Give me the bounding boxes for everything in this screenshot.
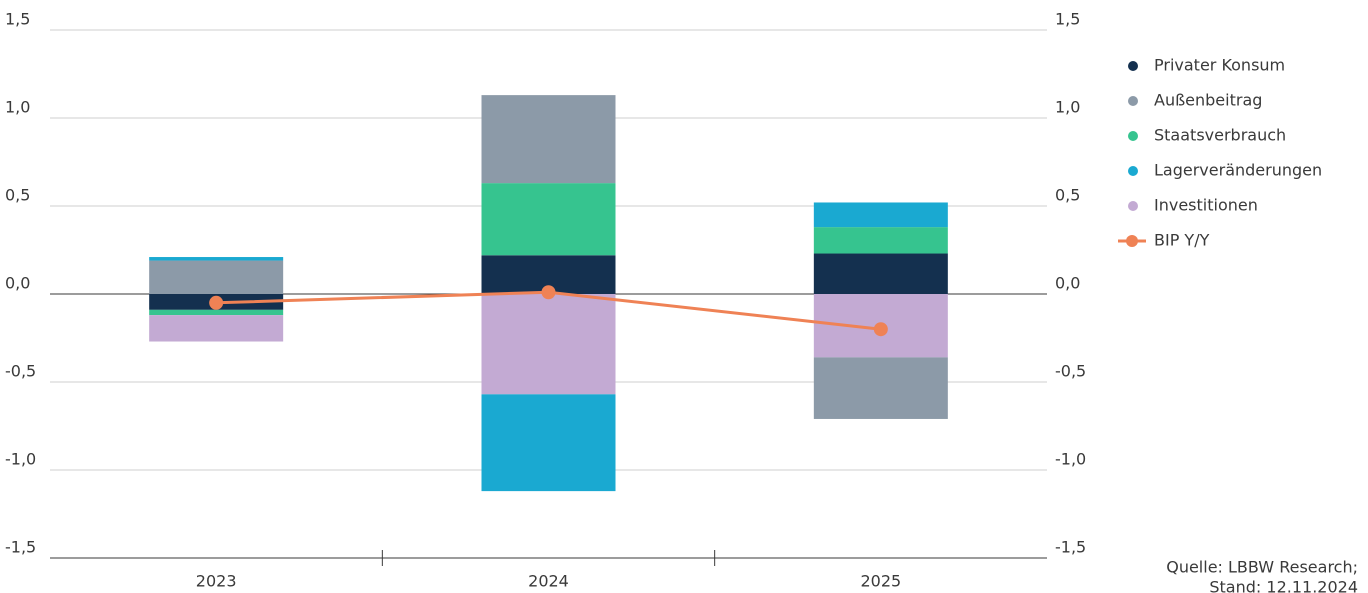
legend-label: Privater Konsum [1154, 56, 1285, 75]
y2-tick-label: 1,5 [1055, 10, 1080, 29]
y-tick-label: -1,0 [5, 450, 36, 469]
bar-segment [813, 202, 948, 228]
bar-segment [813, 227, 948, 254]
bar-segment [149, 257, 284, 261]
legend-label: BIP Y/Y [1154, 231, 1210, 250]
line-point [541, 285, 556, 300]
legend-label: Außenbeitrag [1154, 91, 1262, 110]
legend-marker [1126, 235, 1138, 247]
y2-tick-label: 0,5 [1055, 186, 1080, 205]
legend-marker [1128, 61, 1138, 71]
legend-marker [1128, 201, 1138, 211]
y-tick-label: -0,5 [5, 362, 36, 381]
legend-marker [1128, 166, 1138, 176]
bar-segment [149, 309, 284, 316]
legend-label: Lagerveränderungen [1154, 161, 1322, 180]
y-tick-label: -1,5 [5, 538, 36, 557]
bar-segment [481, 95, 616, 184]
y-tick-label: 1,5 [5, 10, 30, 29]
source: Stand: 12.11.2024 [1209, 578, 1358, 593]
y2-tick-label: 0,0 [1055, 274, 1080, 293]
bar-segment [149, 260, 284, 294]
y-tick-label: 0,0 [5, 274, 30, 293]
bar-segment [481, 394, 616, 492]
bar-segment [481, 183, 616, 256]
bar-segment [481, 294, 616, 395]
bar-segment [149, 315, 284, 342]
y2-tick-label: -1,5 [1055, 538, 1086, 557]
y2-tick-label: -1,0 [1055, 450, 1086, 469]
legend-marker [1128, 131, 1138, 141]
x-tick-label: 2023 [196, 572, 237, 591]
y-tick-label: 1,0 [5, 98, 30, 117]
x-tick-label: 2024 [528, 572, 569, 591]
legend-label: Staatsverbrauch [1154, 126, 1286, 145]
legend-label: Investitionen [1154, 196, 1258, 215]
legend-marker [1128, 96, 1138, 106]
bar-segment [813, 357, 948, 419]
source: Quelle: LBBW Research; [1166, 558, 1358, 577]
line-point [873, 322, 888, 337]
y2-tick-label: -0,5 [1055, 362, 1086, 381]
x-tick-label: 2025 [860, 572, 901, 591]
line-point [209, 295, 224, 310]
y-tick-label: 0,5 [5, 186, 30, 205]
y2-tick-label: 1,0 [1055, 98, 1080, 117]
bar-segment [813, 253, 948, 294]
